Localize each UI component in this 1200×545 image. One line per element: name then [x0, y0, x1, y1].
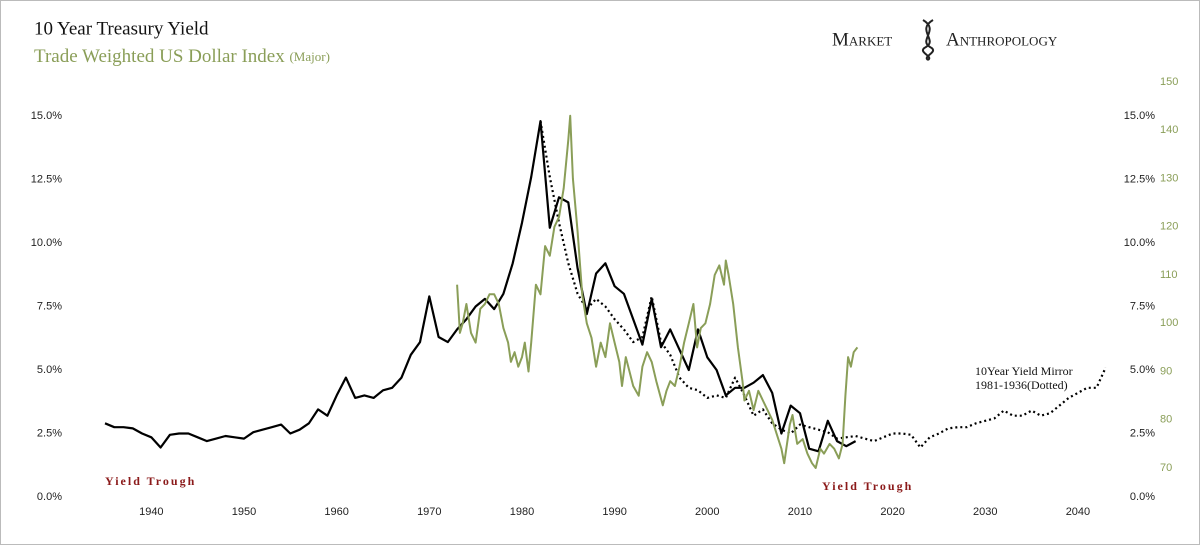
- y-tick-label-right: 0.0%: [1130, 491, 1155, 503]
- plot-area: 0.0% 0.0% 2.5% 2.5% 5.0% 5.0% 7.5% 7.5% 10.0% 10.…: [31, 76, 1179, 518]
- y-tick-label-right: 7.5%: [1130, 300, 1155, 312]
- x-tick-label: 2010: [788, 506, 812, 518]
- x-tick-label: 2000: [695, 506, 719, 518]
- y-tick-label: 2.5%: [37, 427, 62, 439]
- y-tick-label: 12.5%: [31, 173, 62, 185]
- y2-tick-label: 90: [1160, 365, 1172, 377]
- y-tick-label-right: 15.0%: [1124, 110, 1155, 122]
- y-tick-label-right: 12.5%: [1124, 173, 1155, 185]
- chart-subtitle: Trade Weighted US Dollar Index (Major): [34, 46, 330, 67]
- y2-tick-label: 120: [1160, 221, 1178, 233]
- annotation: 1981-1936(Dotted): [975, 378, 1068, 392]
- logo-left: Market: [832, 29, 892, 50]
- y-tick-label: 10.0%: [31, 237, 62, 249]
- y-tick-label: 15.0%: [31, 110, 62, 122]
- series-line: [104, 120, 857, 453]
- y2-tick-label: 110: [1160, 269, 1178, 281]
- y-tick-label: 5.0%: [37, 364, 62, 376]
- y2-tick-label: 80: [1160, 414, 1172, 426]
- chart-title: 10 Year Treasury Yield: [34, 18, 209, 39]
- y2-tick-label: 130: [1160, 172, 1178, 184]
- y-tick-label-right: 5.0%: [1130, 364, 1155, 376]
- y2-tick-label: 140: [1160, 124, 1178, 136]
- x-tick-label: 1980: [510, 506, 534, 518]
- subtitle-main: Trade Weighted US Dollar Index: [34, 46, 285, 67]
- x-tick-label: 2020: [880, 506, 904, 518]
- series-line: [456, 114, 859, 469]
- subtitle-note: (Major): [289, 49, 329, 64]
- annotation: 10Year Yield Mirror: [975, 364, 1073, 378]
- y-tick-label-right: 10.0%: [1124, 237, 1155, 249]
- logo-icon: [921, 19, 935, 61]
- y-tick-label: 0.0%: [37, 491, 62, 503]
- x-tick-label: 1990: [602, 506, 626, 518]
- y2-tick-label: 70: [1160, 462, 1172, 474]
- x-tick-label: 2030: [973, 506, 997, 518]
- y2-tick-label: 100: [1160, 317, 1178, 329]
- x-tick-label: 1970: [417, 506, 441, 518]
- annotation: Yield Trough: [822, 479, 913, 493]
- annotation: Yield Trough: [105, 474, 196, 488]
- helix-b: [921, 19, 934, 61]
- x-tick-label: 1950: [232, 506, 256, 518]
- series-line: [539, 120, 1107, 449]
- x-tick-label: 1960: [324, 506, 348, 518]
- logo-right: Anthropology: [946, 29, 1058, 50]
- y-tick-label: 7.5%: [37, 300, 62, 312]
- x-tick-label: 2040: [1066, 506, 1090, 518]
- x-tick-label: 1940: [139, 506, 163, 518]
- y-tick-label-right: 2.5%: [1130, 427, 1155, 439]
- y2-tick-label: 150: [1160, 76, 1178, 88]
